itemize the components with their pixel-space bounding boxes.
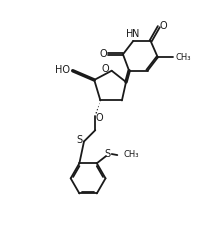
Text: HO: HO xyxy=(55,65,70,75)
Text: O: O xyxy=(100,49,107,59)
Text: CH₃: CH₃ xyxy=(175,53,191,62)
Text: O: O xyxy=(95,113,103,123)
Text: H: H xyxy=(126,30,134,39)
Text: N: N xyxy=(131,30,139,39)
Text: O: O xyxy=(159,21,167,31)
Text: S: S xyxy=(77,136,83,145)
Text: O: O xyxy=(102,64,109,74)
Text: S: S xyxy=(104,149,110,159)
Text: CH₃: CH₃ xyxy=(123,150,139,158)
